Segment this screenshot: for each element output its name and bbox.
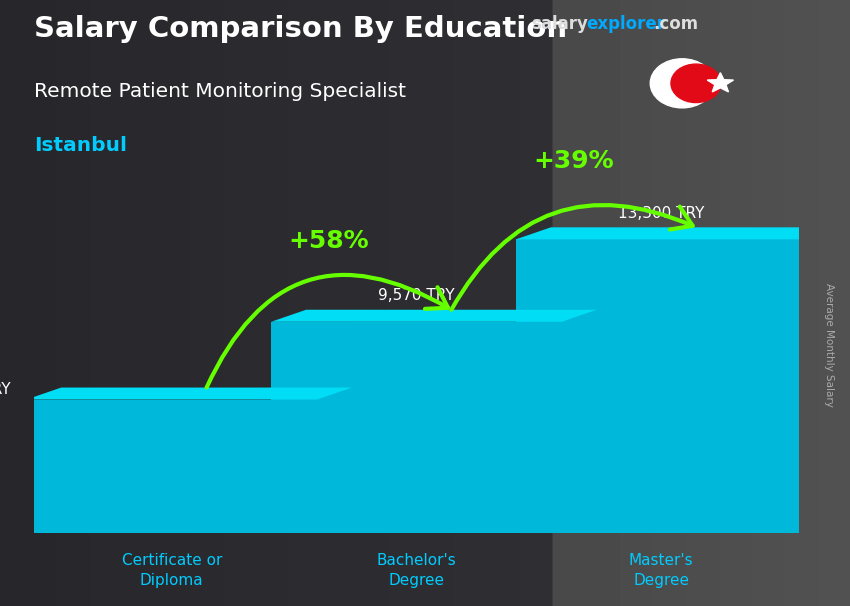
Polygon shape	[807, 227, 842, 533]
Text: Istanbul: Istanbul	[34, 136, 127, 155]
Text: +39%: +39%	[534, 149, 614, 173]
Polygon shape	[26, 388, 352, 399]
Text: Bachelor's
Degree: Bachelor's Degree	[377, 553, 456, 588]
Text: +58%: +58%	[289, 229, 369, 253]
FancyBboxPatch shape	[26, 399, 317, 533]
Polygon shape	[707, 73, 734, 92]
Text: Salary Comparison By Education: Salary Comparison By Education	[34, 15, 567, 43]
Text: Average Monthly Salary: Average Monthly Salary	[824, 284, 834, 407]
Text: 9,570 TRY: 9,570 TRY	[378, 288, 455, 303]
Text: 6,050 TRY: 6,050 TRY	[0, 382, 11, 398]
Polygon shape	[317, 388, 352, 533]
FancyBboxPatch shape	[516, 239, 807, 533]
FancyBboxPatch shape	[271, 322, 562, 533]
Text: Certificate or
Diploma: Certificate or Diploma	[122, 553, 222, 588]
Text: explorer: explorer	[586, 15, 666, 33]
Text: salary: salary	[531, 15, 588, 33]
Polygon shape	[271, 310, 597, 322]
Text: Master's
Degree: Master's Degree	[629, 553, 694, 588]
Polygon shape	[562, 310, 597, 533]
Text: Remote Patient Monitoring Specialist: Remote Patient Monitoring Specialist	[34, 82, 406, 101]
Polygon shape	[516, 227, 842, 239]
FancyBboxPatch shape	[0, 0, 552, 606]
Text: .com: .com	[653, 15, 698, 33]
Circle shape	[650, 59, 714, 108]
FancyArrowPatch shape	[451, 205, 693, 310]
Circle shape	[671, 64, 721, 102]
Text: 13,300 TRY: 13,300 TRY	[618, 205, 705, 221]
FancyArrowPatch shape	[207, 275, 448, 388]
